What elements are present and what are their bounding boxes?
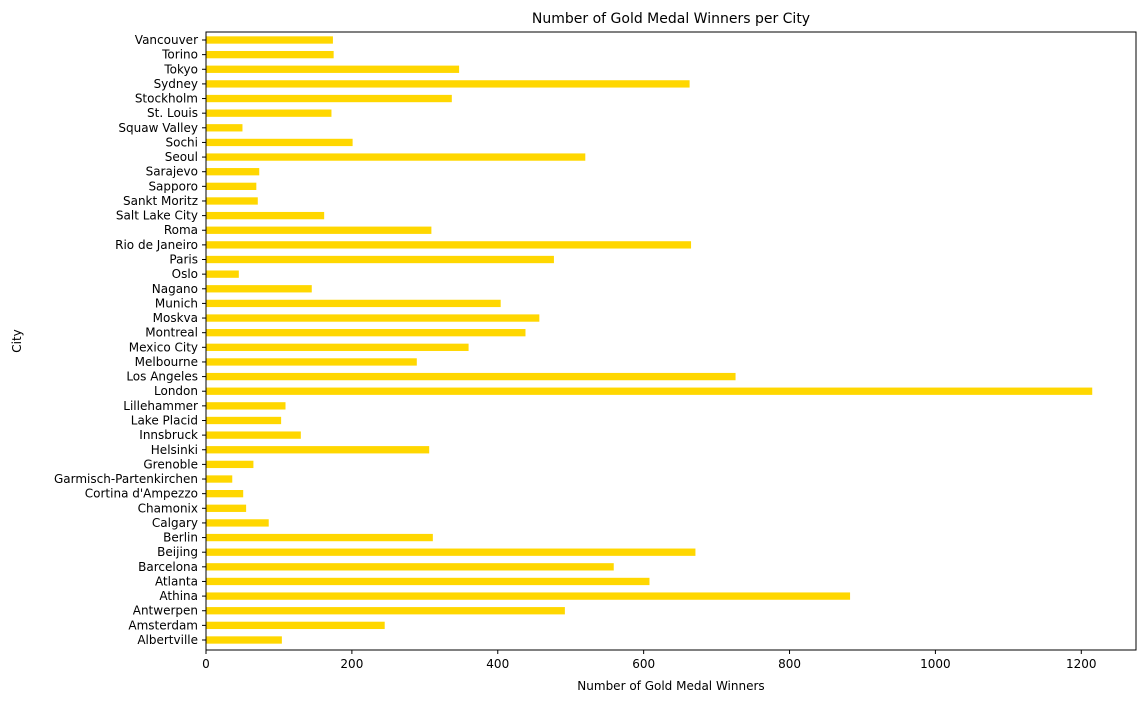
x-axis-ticks: 0 200 400 600 800 1000 1200 — [202, 650, 1097, 671]
bar — [206, 563, 614, 571]
bar — [206, 519, 269, 527]
y-tick-label: Tokyo — [163, 62, 198, 76]
bar — [206, 299, 501, 308]
bar — [206, 109, 332, 117]
y-tick-label: Torino — [161, 48, 198, 62]
bar — [206, 153, 586, 161]
x-tick-label: 400 — [486, 657, 509, 671]
x-axis-label: Number of Gold Medal Winners — [577, 679, 764, 693]
bar — [206, 226, 432, 234]
y-tick-label: Oslo — [172, 267, 198, 281]
y-tick-label: Seoul — [165, 150, 198, 164]
y-tick-label: Roma — [164, 223, 198, 237]
y-tick-label: Cortina d'Ampezzo — [85, 487, 198, 501]
y-tick-label: Calgary — [152, 516, 198, 530]
bar — [206, 416, 282, 425]
chart-title: Number of Gold Medal Winners per City — [532, 11, 810, 27]
x-tick-label: 600 — [632, 657, 655, 671]
y-tick-label: Montreal — [145, 326, 198, 340]
x-tick-label: 0 — [202, 657, 210, 671]
bar — [206, 372, 736, 381]
y-tick-label: Innsbruck — [139, 428, 198, 442]
y-tick-label: Los Angeles — [126, 370, 198, 384]
bar — [206, 50, 334, 59]
bar — [206, 36, 333, 44]
bar — [206, 182, 257, 190]
y-tick-label: Sochi — [166, 135, 199, 149]
y-tick-label: Berlin — [163, 531, 198, 545]
y-tick-label: Melbourne — [135, 355, 198, 369]
bar — [206, 211, 325, 220]
y-tick-label: Sapporo — [148, 179, 198, 193]
y-tick-label: Garmisch-Partenkirchen — [54, 472, 198, 486]
y-tick-label: Barcelona — [138, 560, 198, 574]
bar — [206, 387, 1093, 395]
y-tick-label: Chamonix — [138, 501, 198, 515]
bar — [206, 533, 433, 542]
x-tick-label: 1000 — [920, 657, 951, 671]
bar — [206, 270, 239, 278]
bar — [206, 358, 417, 366]
bar — [206, 94, 452, 103]
y-tick-label: Moskva — [153, 311, 198, 325]
bar — [206, 124, 243, 132]
bar — [206, 548, 696, 556]
y-tick-label: Munich — [155, 296, 198, 310]
y-tick-label: Stockholm — [135, 92, 198, 106]
bar — [206, 241, 692, 249]
y-tick-label: Athina — [159, 589, 198, 603]
bar — [206, 329, 526, 337]
y-tick-label: Atlanta — [155, 574, 198, 588]
y-tick-label: St. Louis — [147, 106, 198, 120]
y-axis-label: City — [10, 329, 24, 353]
bar — [206, 138, 353, 147]
y-tick-label: Paris — [169, 253, 198, 267]
bar — [206, 314, 540, 322]
y-tick-label: Beijing — [157, 545, 198, 559]
bar — [206, 343, 469, 351]
bar — [206, 490, 244, 498]
bar — [206, 197, 258, 205]
bar — [206, 592, 851, 600]
y-tick-label: Sarajevo — [146, 165, 198, 179]
bar — [206, 65, 460, 73]
y-tick-label: Salt Lake City — [116, 209, 198, 223]
y-axis-ticks: AlbertvilleAmsterdamAntwerpenAthinaAtlan… — [54, 33, 206, 647]
bar — [206, 446, 430, 454]
x-tick-label: 800 — [778, 657, 801, 671]
y-tick-label: Lake Placid — [131, 413, 198, 427]
x-tick-label: 1200 — [1066, 657, 1097, 671]
bar — [206, 431, 301, 439]
bar — [206, 285, 312, 293]
y-tick-label: Sankt Moritz — [123, 194, 198, 208]
y-tick-label: Amsterdam — [128, 618, 198, 632]
y-tick-label: Antwerpen — [133, 604, 198, 618]
y-tick-label: Lillehammer — [123, 399, 198, 413]
y-tick-label: Squaw Valley — [118, 121, 198, 135]
bar — [206, 636, 282, 644]
bar — [206, 460, 254, 469]
x-tick-label: 200 — [340, 657, 363, 671]
y-tick-label: Rio de Janeiro — [115, 238, 198, 252]
y-tick-label: Helsinki — [151, 443, 198, 457]
bar — [206, 577, 650, 586]
y-tick-label: Albertville — [137, 633, 198, 647]
bar — [206, 402, 286, 410]
bar — [206, 168, 260, 176]
bar — [206, 80, 690, 88]
bars-group — [206, 36, 1093, 644]
bar — [206, 255, 554, 264]
y-tick-label: Vancouver — [135, 33, 198, 47]
plot-frame — [205, 31, 1137, 651]
bar — [206, 607, 565, 615]
bar — [206, 475, 233, 483]
bar — [206, 504, 247, 512]
bar — [206, 621, 385, 630]
y-tick-label: Grenoble — [143, 457, 198, 471]
y-tick-label: Nagano — [152, 282, 198, 296]
y-tick-label: Mexico City — [129, 340, 198, 354]
y-tick-label: Sydney — [154, 77, 198, 91]
y-tick-label: London — [154, 384, 198, 398]
